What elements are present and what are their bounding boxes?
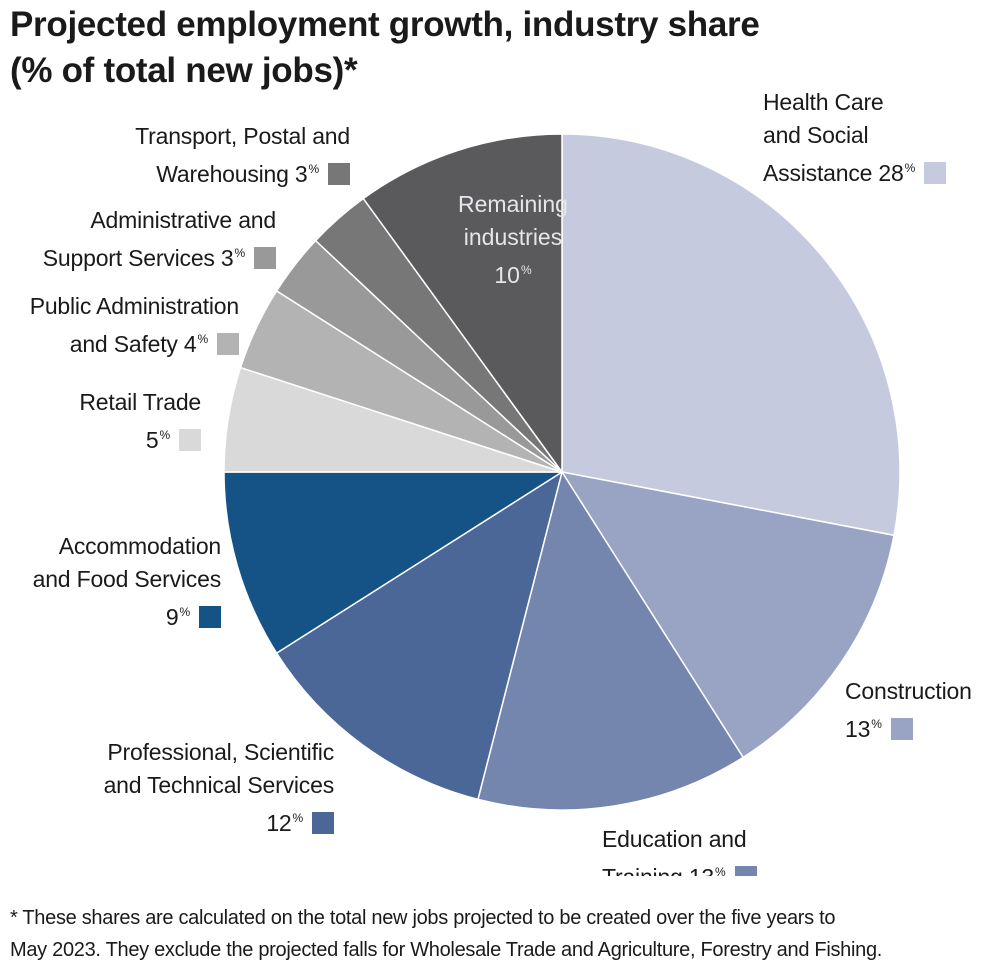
legend-swatch [890, 718, 913, 740]
legend-label-line: Retail Trade [79, 389, 201, 415]
legend-label-line: 5 [145, 427, 159, 453]
pie-slice-professional [275, 470, 564, 801]
slice-label-line: industries [463, 224, 563, 250]
legend-label-line: and Food Services [32, 566, 222, 592]
legend-label-line: and Social [763, 122, 869, 148]
legend-label-line: 13 [845, 716, 871, 742]
legend-label-line: Education and [602, 826, 747, 852]
legend-label-line: 9 [165, 604, 179, 630]
chart-title-line-1: Projected employment growth, industry sh… [10, 5, 760, 44]
legend-swatch [924, 162, 947, 184]
legend-label-line: Assistance 28 [763, 160, 904, 186]
legend-label-line: Transport, Postal and [135, 123, 350, 149]
pie-slice-education [477, 470, 745, 811]
slice-value: 10% [494, 254, 531, 292]
legend-label-line: and Technical Services [103, 772, 335, 798]
legend-label-line: Warehousing 3 [156, 161, 308, 187]
legend-administrative: Administrative and Support Services 3% [43, 204, 276, 275]
pie-slice-construction [560, 470, 895, 759]
percent-sign: % [179, 605, 191, 619]
legend-label-line: Training 13 [602, 864, 714, 876]
legend-value: 13% [845, 708, 882, 746]
legend-label-line: Professional, Scientific [107, 739, 334, 765]
legend-construction: Construction 13% [845, 675, 972, 746]
percent-sign: % [159, 428, 171, 442]
legend-health-care: Health Care and Social Assistance 28% [763, 86, 947, 190]
percent-sign: % [520, 263, 532, 277]
percent-sign: % [234, 246, 246, 260]
legend-value: 9% [166, 596, 190, 634]
percent-sign: % [197, 332, 209, 346]
legend-label-line: Administrative and [90, 207, 276, 233]
legend-swatch [312, 812, 334, 834]
percent-sign: % [292, 811, 304, 825]
legend-education: Education and Training 13% [602, 823, 757, 876]
legend-swatch [179, 429, 201, 451]
slice-label-line: Remaining [458, 191, 568, 217]
legend-label-line: Support Services 3 [42, 245, 234, 271]
legend-label-line: Health Care [763, 89, 884, 115]
legend-label-line: Accommodation [58, 533, 222, 559]
legend-value: 12% [266, 802, 303, 840]
legend-accommodation: Accommodation and Food Services 9% [32, 530, 222, 634]
pie-slice-health-care [561, 133, 901, 537]
legend-label-line: and Safety 4 [69, 331, 197, 357]
percent-sign: % [904, 161, 916, 175]
legend-value: Assistance 28% [763, 152, 915, 190]
percent-sign: % [715, 865, 726, 876]
percent-sign: % [871, 717, 882, 731]
pie-slice-accommodation [223, 471, 565, 655]
legend-swatch [254, 247, 276, 269]
legend-value: Support Services 3% [43, 237, 245, 275]
legend-education-clip: Education and Training 13% [598, 818, 798, 876]
legend-professional: Professional, Scientific and Technical S… [103, 736, 335, 840]
legend-swatch [734, 866, 757, 876]
legend-retail: Retail Trade 5% [79, 386, 201, 457]
legend-label-line: 12 [266, 810, 292, 836]
legend-swatch [199, 606, 221, 628]
legend-label-line: Construction [845, 678, 972, 704]
chart-title-line-2: (% of total new jobs)* [10, 51, 358, 90]
footnote-line-1: * These shares are calculated on the tot… [10, 907, 836, 929]
legend-value: and Safety 4% [70, 323, 208, 361]
pie-slice-remaining [362, 133, 563, 475]
legend-value: Training 13% [602, 856, 726, 876]
legend-value: 5% [146, 419, 170, 457]
percent-sign: % [308, 162, 320, 176]
legend-public-administration: Public Administration and Safety 4% [30, 290, 239, 361]
legend-swatch [217, 333, 239, 355]
legend-transport: Transport, Postal and Warehousing 3% [135, 120, 350, 191]
footnote-line-2: May 2023. They exclude the projected fal… [10, 939, 883, 961]
legend-label-line: Public Administration [29, 293, 239, 319]
legend-swatch [328, 163, 350, 185]
slice-label-remaining: Remaining industries 10% [408, 188, 618, 292]
chart-title: Projected employment growth, industry sh… [10, 2, 970, 94]
footnote: * These shares are calculated on the tot… [10, 902, 985, 966]
slice-label-line: 10 [494, 262, 520, 288]
legend-value: Warehousing 3% [156, 153, 319, 191]
